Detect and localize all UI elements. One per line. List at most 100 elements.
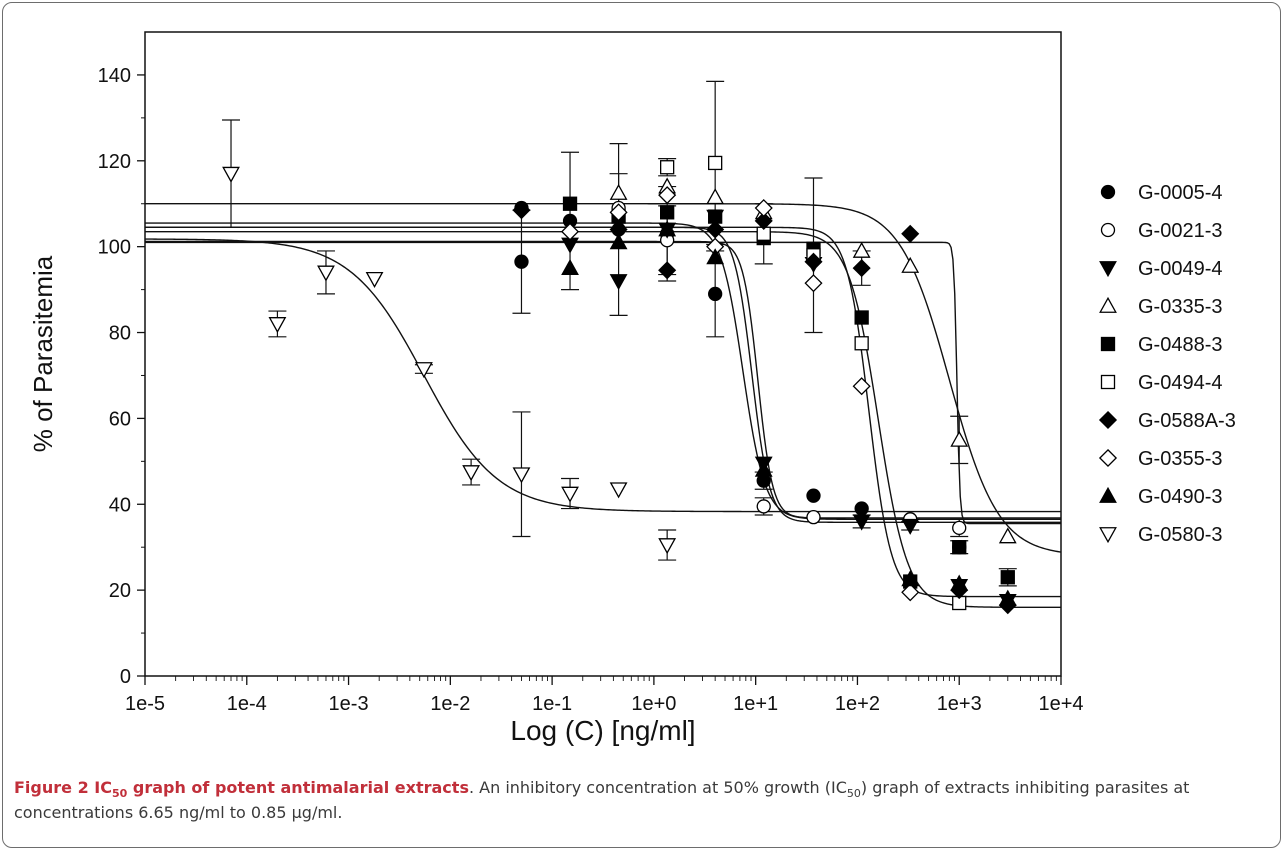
data-point <box>658 538 677 555</box>
data-point <box>852 377 871 396</box>
data-point <box>561 486 579 503</box>
x-tick-label: 1e+0 <box>631 693 676 715</box>
legend-marker <box>1100 222 1116 238</box>
x-tick-label: 1e+4 <box>1038 693 1083 715</box>
legend-label: G-0490-3 <box>1138 486 1223 508</box>
y-tick-label: 140 <box>98 65 131 87</box>
caption-text-b: ) graph of extracts inhibiting parasites… <box>14 778 1190 822</box>
data-point <box>754 460 773 477</box>
data-point <box>561 258 579 276</box>
data-point <box>415 362 433 379</box>
caption-label: Figure 2 <box>14 778 89 797</box>
x-axis-title: Log (C) [ng/ml] <box>510 715 695 746</box>
y-tick-label: 100 <box>98 237 131 259</box>
legend: G-0005-4 G-0021-3 G-0049-4 G-0335-3 G-0488-3… <box>1098 182 1236 546</box>
data-point <box>708 286 723 302</box>
legend-label: G-0588A-3 <box>1138 410 1236 432</box>
fit-curve <box>145 241 1061 525</box>
data-point <box>268 317 287 334</box>
x-tick-label: 1e+3 <box>937 693 982 715</box>
caption-text-sub: 50 <box>846 787 861 801</box>
data-point <box>854 336 869 351</box>
data-point <box>756 499 771 514</box>
data-point <box>660 205 675 220</box>
data-point <box>804 252 823 271</box>
data-point <box>514 254 529 269</box>
data-point <box>660 160 675 175</box>
data-point <box>560 222 580 241</box>
caption-title-rest: graph of potent antimalarial extracts <box>127 778 469 797</box>
data-point <box>901 570 920 587</box>
data-point <box>222 166 240 183</box>
fit-curve <box>144 238 1061 513</box>
data-point <box>706 248 725 265</box>
plot-area <box>144 31 1062 677</box>
y-tick-label: 120 <box>98 151 131 173</box>
legend-marker <box>1099 261 1117 278</box>
caption-title: Figure 2 IC50 graph of potent antimalari… <box>14 778 469 801</box>
data-point <box>852 259 871 278</box>
data-point <box>512 467 531 484</box>
data-point <box>706 220 725 239</box>
data-point <box>609 274 628 291</box>
fit-curve <box>145 230 1062 609</box>
y-tick-label: 80 <box>109 323 131 345</box>
x-axis-ticks: 1e-5 1e-4 1e-3 1e-2 1e-1 1e+0 1e+1 1e+2 1e+3 1e+4 <box>125 676 1084 715</box>
legend-label: G-0580-3 <box>1138 524 1223 546</box>
data-point <box>854 501 869 516</box>
data-points <box>222 155 1017 615</box>
legend-marker <box>1100 184 1116 200</box>
fit-curve <box>145 226 1061 523</box>
x-tick-label: 1e-2 <box>430 693 470 715</box>
legend-label: G-0335-3 <box>1138 296 1223 318</box>
y-tick-label: 20 <box>109 580 131 602</box>
legend-marker <box>1100 374 1116 390</box>
data-point <box>658 220 677 237</box>
data-point <box>365 271 384 289</box>
legend-label: G-0355-3 <box>1138 448 1223 470</box>
data-point <box>658 261 677 280</box>
data-point <box>609 203 628 222</box>
fit-curve <box>145 222 1061 520</box>
figure-caption: Figure 2 IC50 graph of potent antimalari… <box>14 775 1276 825</box>
data-point <box>806 488 821 503</box>
caption-ic-sub: 50 <box>111 787 128 801</box>
y-axis-ticks: 0 20 40 60 80 100 120 140 <box>98 65 145 688</box>
data-point <box>754 211 773 230</box>
data-point <box>462 465 481 482</box>
data-point <box>950 574 969 591</box>
legend-marker <box>1099 296 1117 313</box>
data-point <box>806 509 821 525</box>
data-point <box>512 201 531 220</box>
x-tick-label: 1e-4 <box>227 693 267 715</box>
x-tick-label: 1e-3 <box>329 693 369 715</box>
legend-marker <box>1100 336 1116 352</box>
data-point <box>609 482 628 499</box>
data-point <box>708 155 723 171</box>
fit-curves <box>144 203 1062 609</box>
fit-curve <box>145 240 1061 519</box>
caption-ic-prefix: IC <box>94 778 112 797</box>
data-point <box>952 520 967 536</box>
data-point <box>901 518 920 535</box>
legend-marker <box>1099 486 1117 503</box>
data-point <box>952 540 967 555</box>
data-point <box>998 589 1017 606</box>
legend-marker <box>1098 410 1118 430</box>
data-point <box>706 188 725 205</box>
data-point <box>901 583 920 602</box>
data-point <box>1000 570 1015 585</box>
x-tick-label: 1e-5 <box>125 693 165 715</box>
data-point <box>562 196 578 211</box>
legend-label: G-0021-3 <box>1138 220 1223 242</box>
x-tick-label: 1e-1 <box>532 693 572 715</box>
data-point <box>901 224 920 243</box>
data-point <box>854 310 869 325</box>
legend-label: G-0005-4 <box>1138 182 1223 204</box>
x-tick-label: 1e+2 <box>835 693 880 715</box>
y-axis-title: % of Parasitemia <box>28 255 58 452</box>
data-point <box>609 183 628 200</box>
data-point <box>852 514 871 531</box>
